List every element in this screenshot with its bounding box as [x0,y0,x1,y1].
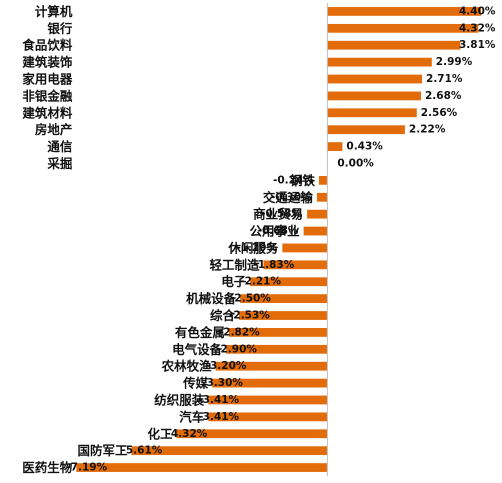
bar-10 [319,175,328,185]
category-label-10: 钢铁 [290,173,316,188]
value-label-8: 0.43% [346,141,383,153]
value-label-23: -3.41% [198,394,239,406]
value-label-7: 2.22% [409,124,446,136]
category-label-21: 农林牧渔 [161,359,213,374]
category-label-16: 电子 [221,274,247,289]
category-label-4: 家用电器 [22,72,73,87]
category-label-14: 休闲服务 [227,240,279,255]
bar-0 [327,7,482,16]
bar-1 [327,23,479,33]
bar-12 [307,209,328,219]
value-label-14: -1.29% [236,242,277,254]
value-label-24: -3.41% [198,411,239,423]
value-label-25: -4.32% [167,428,208,440]
category-label-12: 商业贸易 [253,207,303,222]
value-label-20: -2.90% [216,343,257,355]
bar-20 [226,344,328,354]
category-label-1: 银行 [47,21,73,36]
value-label-0: 4.40% [459,5,496,17]
bar-15 [263,260,328,270]
category-label-6: 建筑材料 [22,105,73,120]
category-label-5: 非银金融 [22,88,73,103]
bars-group [76,7,482,472]
category-label-22: 传媒 [182,376,209,391]
value-label-12: -0.58% [261,208,302,220]
bar-2 [327,40,461,50]
bar-6 [327,108,417,118]
category-label-3: 建筑装饰 [22,55,73,70]
bar-3 [327,57,432,67]
value-labels-group: 4.40% 4.32% 3.81% 2.99% 2.71% 2.68% 2.56% 2.22%… [66,5,496,473]
value-label-16: -2.21% [240,276,281,288]
bar-26 [131,446,328,456]
value-label-21: -3.20% [206,360,247,372]
value-label-13: -0.68% [258,225,299,237]
category-label-7: 房地产 [35,122,73,137]
bar-25 [176,429,328,439]
value-label-27: -7.19% [66,462,107,474]
category-label-27: 医药生物 [22,460,73,475]
category-label-11: 交通运输 [263,190,314,205]
bar-17 [240,294,328,304]
bar-19 [228,328,328,337]
category-label-15: 轻工制造 [209,257,260,272]
value-label-17: -2.50% [230,293,271,305]
value-label-4: 2.71% [426,73,463,85]
value-label-5: 2.68% [425,90,462,102]
bar-16 [250,277,328,287]
value-label-2: 3.81% [459,39,496,51]
category-label-25: 化工 [148,426,174,441]
value-label-26: -5.61% [121,445,162,457]
bar-14 [282,243,328,253]
category-label-2: 食品饮料 [21,38,73,53]
bar-11 [316,192,328,202]
bar-5 [327,91,421,101]
bar-27 [76,463,328,472]
value-label-1: 4.32% [459,22,496,34]
value-label-11: -0.30% [271,191,312,203]
bar-7 [327,125,405,135]
category-label-19: 有色金属 [175,325,225,340]
bar-22 [212,378,328,388]
value-label-18: -2.53% [229,310,270,322]
category-label-24: 汽车 [179,409,205,424]
value-label-22: -3.30% [202,377,243,389]
bar-8 [327,142,343,151]
bar-18 [239,311,328,320]
bar-24 [208,412,328,422]
category-label-9: 采掘 [46,156,72,171]
category-label-13: 公用事业 [250,224,301,239]
category-label-23: 纺织服装 [154,392,205,407]
category-labels-group: 计算机银行食品饮料建筑装饰家用电器非银金融建筑材料房地产通信采掘钢铁交通运输商业… [21,4,315,475]
category-label-0: 计算机 [35,4,73,19]
value-label-3: 2.99% [436,56,473,68]
value-label-10: -0.24% [273,174,314,186]
bar-23 [208,395,328,405]
value-label-15: -1.83% [253,259,294,271]
value-label-19: -2.82% [219,326,260,338]
category-label-8: 通信 [47,139,73,154]
category-label-26: 国防军工 [77,443,128,458]
bar-13 [303,226,328,236]
category-label-18: 综合 [210,308,236,323]
bar-21 [215,361,328,371]
category-label-20: 电气设备 [172,342,223,357]
value-label-6: 2.56% [421,107,458,119]
bar-4 [327,74,423,84]
category-label-17: 机械设备 [186,291,237,306]
value-label-9: 0.00% [337,157,374,169]
